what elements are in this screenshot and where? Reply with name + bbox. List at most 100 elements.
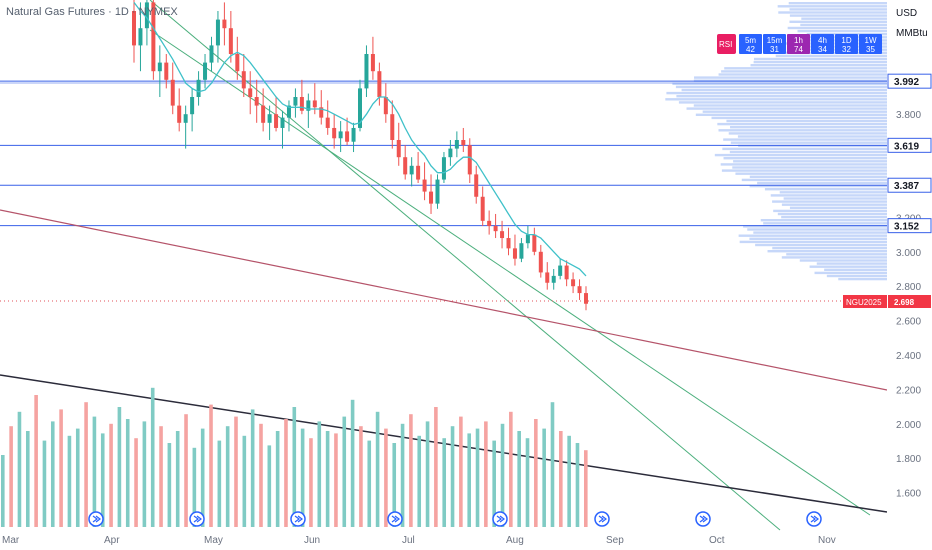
candle-body[interactable] — [525, 234, 530, 244]
candle-body[interactable] — [500, 231, 505, 239]
candle-body[interactable] — [151, 2, 156, 72]
candle-body[interactable] — [293, 97, 298, 106]
candle-body[interactable] — [312, 100, 317, 108]
rsi-timeframe-box[interactable] — [835, 34, 858, 54]
rsi-timeframe-box[interactable] — [811, 34, 834, 54]
rsi-timeframe-label: 1h — [794, 36, 803, 45]
candle-body[interactable] — [538, 251, 543, 273]
candle-body[interactable] — [190, 97, 195, 115]
candle-body[interactable] — [319, 107, 324, 118]
candle-body[interactable] — [558, 265, 563, 276]
event-marker-icon[interactable] — [387, 511, 403, 527]
candle-body[interactable] — [286, 105, 291, 118]
candle-body[interactable] — [274, 114, 279, 128]
rsi-badge[interactable] — [717, 34, 736, 54]
rsi-timeframe-box[interactable] — [763, 34, 786, 54]
candle-body[interactable] — [571, 279, 576, 287]
volume-bar — [100, 433, 105, 527]
candle-body[interactable] — [345, 131, 350, 142]
candle-body[interactable] — [358, 88, 362, 128]
price-axis[interactable]: USD MMBtu 1.600 1.800 2.000 2.200 2.400 2.600… — [843, 0, 932, 550]
candle-body[interactable] — [377, 71, 382, 97]
candle-body[interactable] — [584, 293, 588, 304]
event-marker-icon[interactable] — [88, 511, 104, 527]
event-marker-icon[interactable] — [594, 511, 610, 527]
candle-body[interactable] — [409, 165, 414, 175]
candle-body[interactable] — [170, 79, 175, 106]
candle-body[interactable] — [493, 226, 498, 232]
candle-body[interactable] — [364, 54, 369, 89]
unit-label[interactable]: MMBtu — [896, 28, 928, 39]
candle-body[interactable] — [228, 28, 233, 54]
volume-bar — [367, 440, 372, 527]
candle-body[interactable] — [332, 127, 337, 139]
candle-body[interactable] — [183, 114, 188, 123]
candle-body[interactable] — [209, 45, 214, 63]
candle-body[interactable] — [577, 286, 582, 294]
candle-body[interactable] — [248, 88, 253, 97]
time-axis[interactable]: Mar Apr May Jun Jul Aug Sep Oct Nov — [2, 535, 836, 546]
candle-body[interactable] — [474, 174, 479, 197]
candle-body[interactable] — [132, 11, 136, 46]
candle-body[interactable] — [396, 140, 401, 158]
candle-body[interactable] — [564, 265, 569, 280]
candle-body[interactable] — [506, 238, 511, 249]
candle-body[interactable] — [512, 248, 517, 259]
candle-body[interactable] — [306, 100, 311, 111]
candle-body[interactable] — [196, 79, 201, 97]
candle-body[interactable] — [454, 140, 459, 149]
candle-body[interactable] — [144, 2, 149, 29]
event-marker-icon[interactable] — [492, 511, 508, 527]
candle-body[interactable] — [390, 114, 395, 140]
candle-body[interactable] — [532, 234, 537, 252]
event-marker-icon[interactable] — [189, 511, 205, 527]
candle-body[interactable] — [261, 105, 266, 123]
rsi-timeframe-box[interactable] — [859, 34, 882, 54]
candle-body[interactable] — [403, 157, 408, 175]
currency-label[interactable]: USD — [896, 8, 917, 19]
candle-body[interactable] — [177, 105, 182, 123]
candle-body[interactable] — [241, 71, 246, 89]
candle-body[interactable] — [267, 114, 272, 123]
candle-body[interactable] — [416, 165, 421, 180]
event-marker-icon[interactable] — [290, 511, 306, 527]
candle-body[interactable] — [280, 117, 285, 128]
volume-profile-bar — [757, 181, 887, 185]
candle-body[interactable] — [351, 127, 356, 142]
candle-body[interactable] — [480, 196, 485, 221]
candle-body[interactable] — [461, 140, 466, 146]
event-marker-icon[interactable] — [806, 511, 822, 527]
candle-body[interactable] — [441, 157, 446, 180]
candle-body[interactable] — [519, 243, 524, 259]
candle-body[interactable] — [338, 131, 343, 139]
candle-body[interactable] — [487, 220, 492, 226]
candle-body[interactable] — [164, 62, 169, 80]
candle-body[interactable] — [222, 19, 227, 29]
candle-body[interactable] — [254, 97, 259, 106]
candle-body[interactable] — [545, 272, 550, 283]
rsi-timeframe-box[interactable] — [787, 34, 810, 54]
candle-body[interactable] — [422, 179, 427, 192]
trend-line-upper[interactable] — [149, 0, 781, 531]
candle-body[interactable] — [383, 97, 388, 115]
candle-body[interactable] — [435, 179, 440, 204]
candle-body[interactable] — [448, 148, 453, 158]
candle-body[interactable] — [325, 117, 330, 128]
trend-line-red[interactable] — [0, 209, 888, 391]
event-marker-icon[interactable] — [695, 511, 711, 527]
candle-body[interactable] — [370, 54, 375, 72]
candle-body[interactable] — [138, 28, 143, 46]
candle-body[interactable] — [429, 191, 434, 204]
candlesticks[interactable] — [132, 0, 588, 311]
candle-body[interactable] — [299, 97, 304, 111]
candle-body[interactable] — [235, 54, 240, 72]
rsi-timeframe-box[interactable] — [739, 34, 762, 54]
candle-body[interactable] — [157, 62, 162, 72]
candle-body[interactable] — [551, 275, 556, 283]
candle-body[interactable] — [215, 19, 220, 46]
candle-body[interactable] — [203, 62, 208, 80]
event-markers[interactable] — [88, 511, 822, 527]
candle-body[interactable] — [467, 145, 472, 175]
